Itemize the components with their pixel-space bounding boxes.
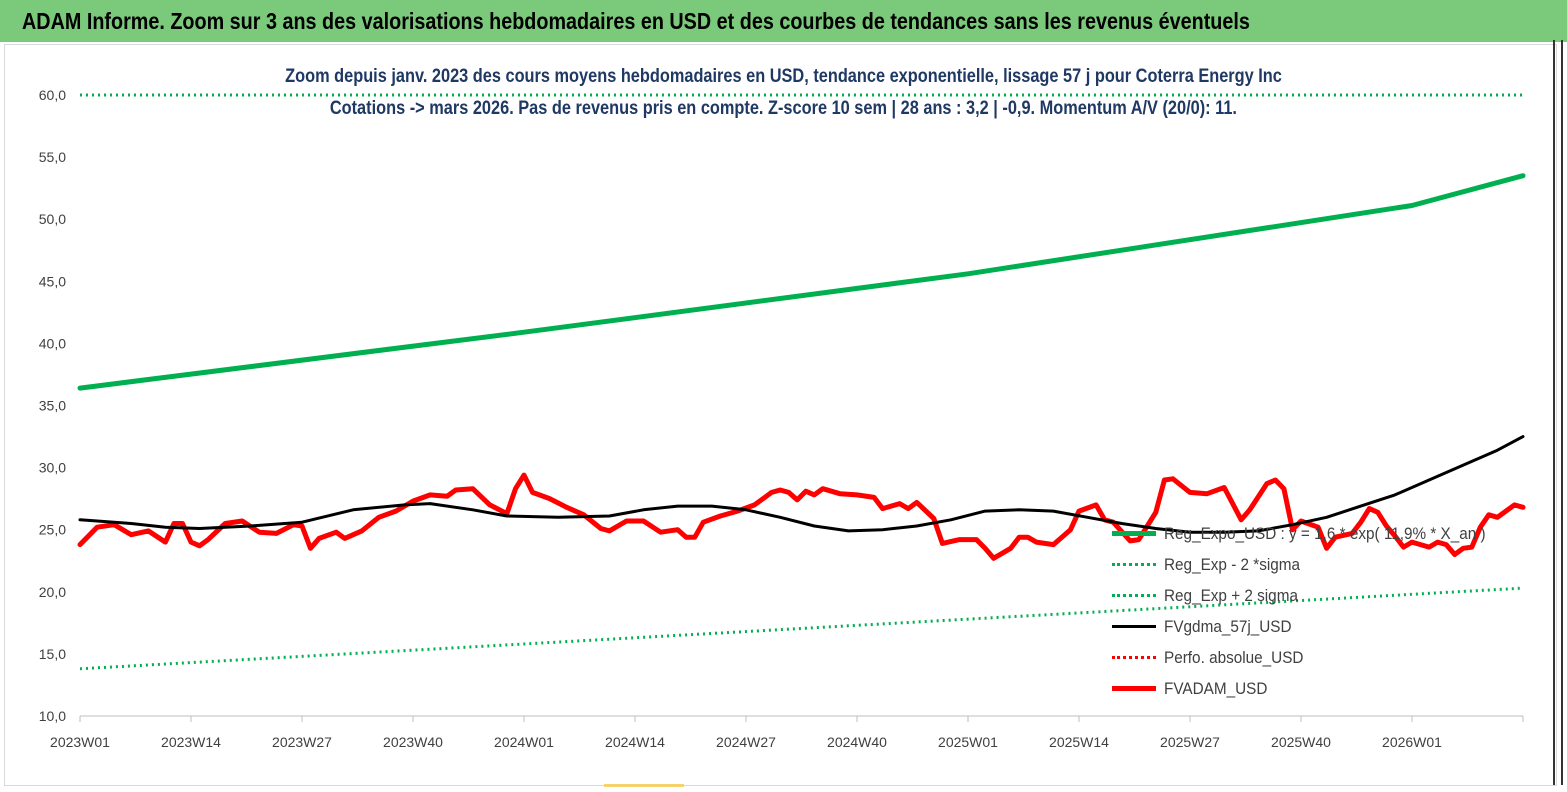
- x-tick-label: 2024W40: [827, 734, 887, 750]
- legend-swatch: [1112, 594, 1156, 597]
- legend-label: Reg_Expo_USD : y = 1,6 * exp( 11,9% * X_…: [1164, 523, 1486, 543]
- series-line-3: [78, 435, 1525, 534]
- y-tick-label: 25,0: [39, 522, 66, 538]
- legend-item: FVgdma_57j_USD: [1112, 611, 1522, 642]
- legend-item: Reg_Expo_USD : y = 1,6 * exp( 11,9% * X_…: [1112, 518, 1522, 549]
- y-tick-label: 45,0: [39, 273, 66, 289]
- x-tick-label: 2025W27: [1160, 734, 1220, 750]
- x-tick-label: 2023W40: [383, 734, 443, 750]
- x-tick-label: 2025W40: [1271, 734, 1331, 750]
- report-banner: ADAM Informe. Zoom sur 3 ans des valoris…: [0, 0, 1567, 42]
- legend-label: FVgdma_57j_USD: [1164, 616, 1292, 636]
- bottom-accent: [604, 784, 684, 787]
- report-title: ADAM Informe. Zoom sur 3 ans des valoris…: [22, 8, 1250, 34]
- y-tick-label: 55,0: [39, 149, 66, 165]
- x-axis: 2023W01 2023W14 2023W27 2023W40 2024W01 2024W…: [50, 715, 1524, 750]
- y-tick-label: 15,0: [39, 646, 66, 662]
- chart-subtitle: Cotations -> mars 2026. Pas de revenus p…: [0, 98, 1567, 120]
- chart-subtitle-text: Cotations -> mars 2026. Pas de revenus p…: [324, 98, 1243, 120]
- legend-label: Reg_Exp + 2 sigma: [1164, 585, 1298, 605]
- y-tick-label: 35,0: [39, 398, 66, 414]
- chart-title-text: Zoom depuis janv. 2023 des cours moyens …: [279, 66, 1288, 88]
- scrollbar-edge: [1553, 40, 1563, 785]
- chart-frame: [4, 44, 1557, 786]
- x-tick-label: 2024W27: [716, 734, 776, 750]
- y-tick-label: 20,0: [39, 584, 66, 600]
- x-tick-label: 2023W01: [50, 734, 110, 750]
- y-tick-label: 40,0: [39, 335, 66, 351]
- y-tick-label: 30,0: [39, 460, 66, 476]
- legend-item: FVADAM_USD: [1112, 673, 1522, 704]
- legend-swatch: [1112, 686, 1156, 691]
- x-tick-label: 2023W27: [272, 734, 332, 750]
- legend-swatch: [1112, 656, 1156, 659]
- y-tick-label: 10,0: [39, 708, 66, 724]
- x-tick-label: 2025W14: [1049, 734, 1109, 750]
- y-axis: 10,0 15,0 20,0 25,0 30,0 35,0 40,0 45,0 50,0 55,0…: [39, 87, 66, 724]
- legend-swatch: [1112, 563, 1156, 566]
- y-tick-label: 50,0: [39, 211, 66, 227]
- x-tick-label: 2026W01: [1382, 734, 1442, 750]
- legend-item: Reg_Exp + 2 sigma: [1112, 580, 1522, 611]
- series-line-1: [79, 586, 1524, 671]
- legend-item: Perfo. absolue_USD: [1112, 642, 1522, 673]
- legend-swatch: [1112, 531, 1156, 536]
- x-tick-label: 2024W14: [605, 734, 665, 750]
- legend-swatch: [1112, 625, 1156, 628]
- legend-label: Perfo. absolue_USD: [1164, 647, 1304, 667]
- chart-legend: Reg_Expo_USD : y = 1,6 * exp( 11,9% * X_…: [1112, 518, 1522, 704]
- x-tick-label: 2024W01: [494, 734, 554, 750]
- x-tick-label: 2025W01: [938, 734, 998, 750]
- x-tick-label: 2023W14: [161, 734, 221, 750]
- chart-title: Zoom depuis janv. 2023 des cours moyens …: [0, 66, 1567, 88]
- series-line-0: [77, 173, 1526, 391]
- series-layer: [77, 93, 1526, 671]
- legend-label: Reg_Exp - 2 *sigma: [1164, 554, 1301, 574]
- series-line-5: [77, 472, 1526, 561]
- legend-item: Reg_Exp - 2 *sigma: [1112, 549, 1522, 580]
- legend-label: FVADAM_USD: [1164, 678, 1268, 698]
- y-tick-label: 60,0: [39, 87, 66, 103]
